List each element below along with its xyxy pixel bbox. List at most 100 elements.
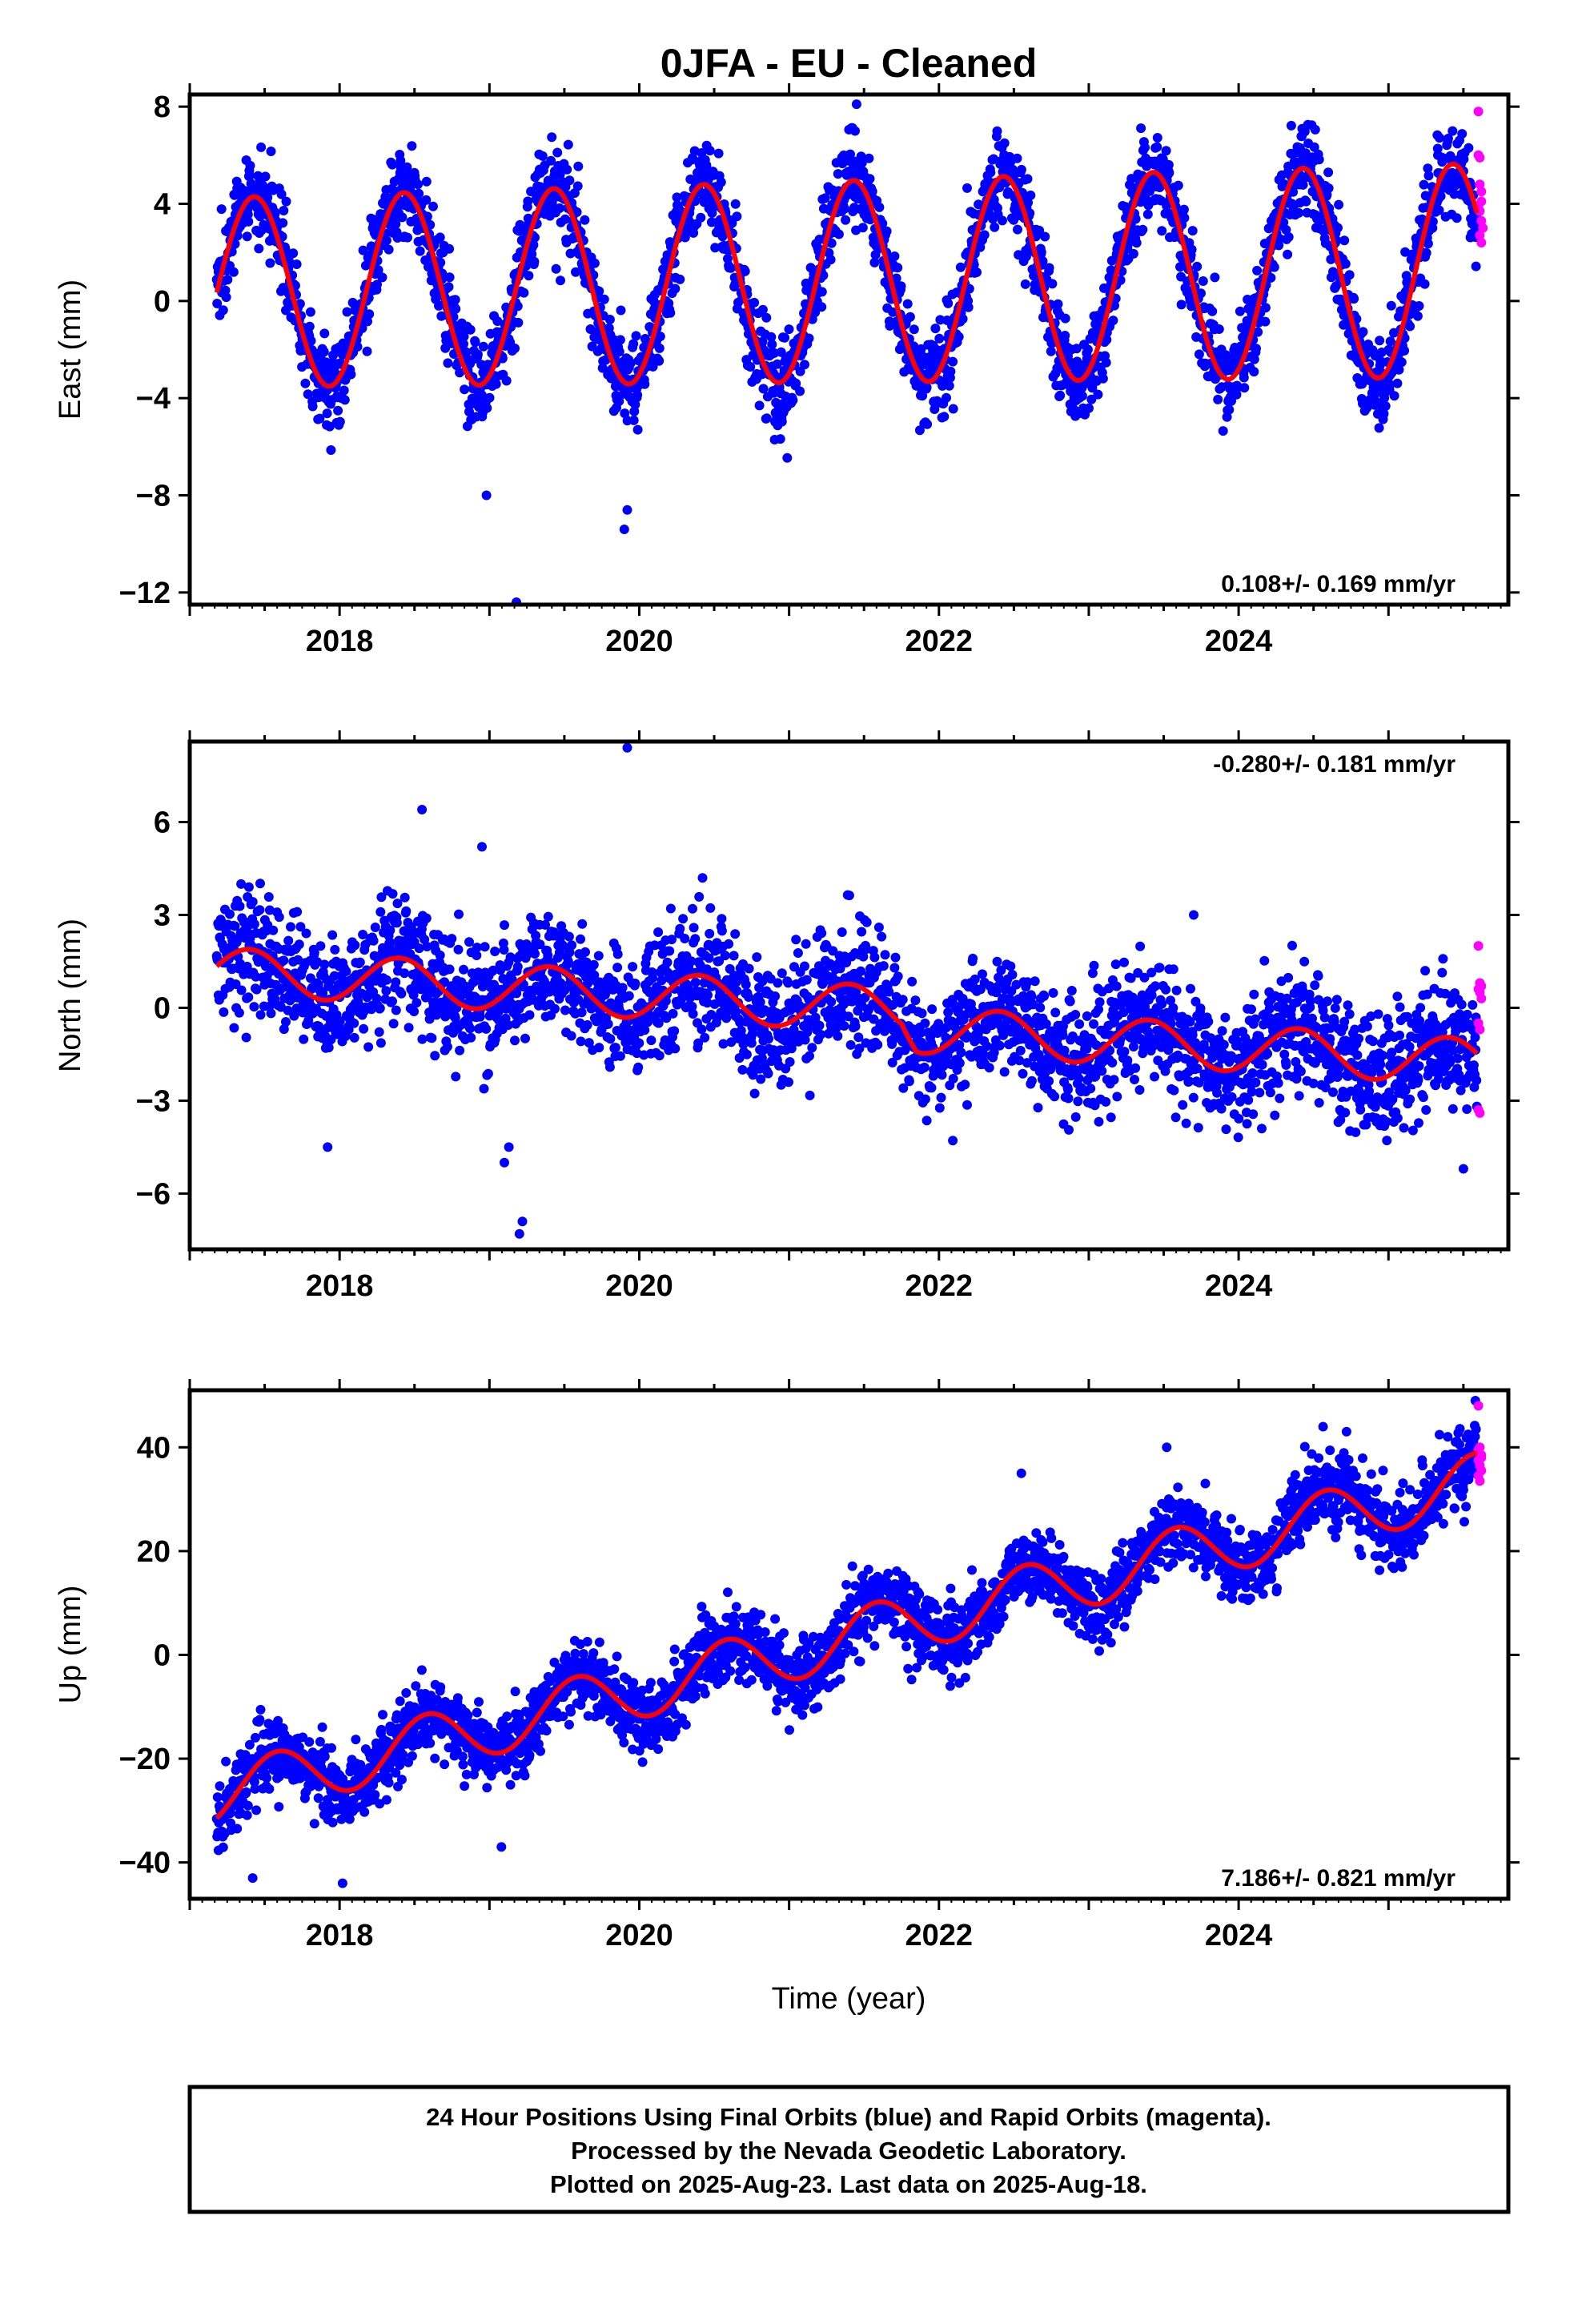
- east-point: [1394, 364, 1404, 375]
- north-point: [680, 934, 690, 943]
- north-point: [292, 907, 303, 917]
- east-point: [615, 335, 625, 345]
- north-point: [960, 1080, 970, 1090]
- east-point: [1435, 191, 1446, 201]
- east-point: [767, 340, 777, 350]
- north-point: [934, 1103, 945, 1113]
- east-point: [1288, 187, 1299, 197]
- north-point: [396, 988, 407, 999]
- north-point: [567, 940, 577, 951]
- north-point: [251, 971, 261, 982]
- east-point: [571, 267, 580, 277]
- east-point: [1207, 306, 1218, 316]
- north-point: [962, 1100, 972, 1110]
- north-point: [1073, 1096, 1083, 1107]
- east-point: [665, 308, 676, 318]
- east-point: [265, 258, 275, 268]
- north-point: [283, 1005, 293, 1015]
- east-point: [992, 126, 1002, 136]
- north-point: [690, 977, 701, 987]
- north-point: [236, 879, 247, 889]
- north-point: [889, 963, 900, 973]
- east-point: [749, 297, 760, 308]
- east-point: [266, 147, 276, 156]
- north-y-tick-label-4: −6: [136, 1177, 171, 1211]
- east-point: [902, 299, 913, 309]
- east-point: [407, 141, 417, 151]
- east-x-tick-label-2020: 2020: [605, 625, 673, 658]
- east-point: [864, 153, 874, 163]
- east-point: [460, 384, 470, 395]
- north-point: [773, 978, 783, 988]
- east-point: [788, 395, 798, 405]
- north-point: [359, 1023, 369, 1034]
- north-point: [1086, 1084, 1096, 1094]
- north-point: [615, 1051, 625, 1061]
- east-point: [482, 403, 492, 413]
- north-point: [550, 1003, 560, 1014]
- north-point: [634, 1038, 644, 1048]
- east-point: [291, 259, 302, 269]
- east-point: [339, 395, 350, 405]
- north-point: [845, 1039, 856, 1050]
- north-point: [603, 1019, 613, 1029]
- north-point: [936, 1092, 946, 1103]
- north-point: [323, 1043, 334, 1053]
- east-point: [631, 331, 641, 341]
- east-point: [364, 309, 375, 320]
- east-point: [492, 316, 503, 326]
- north-point: [805, 1090, 815, 1100]
- east-point: [986, 167, 996, 178]
- east-point: [1106, 265, 1116, 275]
- east-point: [1385, 336, 1395, 347]
- east-point: [628, 415, 639, 425]
- north-point: [1050, 1007, 1061, 1018]
- north-point: [447, 934, 457, 944]
- east-point: [244, 171, 255, 181]
- north-point: [391, 1005, 401, 1015]
- north-point: [576, 934, 585, 944]
- east-point: [1275, 234, 1285, 243]
- east-point: [1260, 316, 1271, 327]
- east-point: [413, 179, 423, 190]
- north-point: [281, 1017, 291, 1027]
- east-point: [1260, 303, 1271, 313]
- east-point: [428, 201, 438, 211]
- north-point: [833, 1031, 843, 1041]
- east-point: [221, 292, 231, 303]
- north-point: [335, 1015, 345, 1026]
- east-point: [363, 316, 372, 327]
- north-point: [633, 1062, 644, 1072]
- north-point: [1089, 1019, 1098, 1029]
- east-point: [554, 203, 564, 213]
- north-point: [1039, 991, 1050, 1001]
- north-point: [1064, 1124, 1074, 1135]
- east-point: [1419, 179, 1429, 190]
- north-point: [594, 1043, 604, 1053]
- east-point: [1102, 335, 1112, 345]
- east-point: [599, 294, 609, 304]
- north-point: [926, 1083, 937, 1093]
- east-point: [1187, 226, 1198, 236]
- east-point: [373, 265, 383, 275]
- north-point: [577, 919, 588, 929]
- north-point: [315, 941, 326, 951]
- east-point: [1012, 153, 1022, 163]
- north-point: [763, 1068, 773, 1079]
- east-point: [444, 243, 455, 254]
- east-point: [758, 384, 769, 394]
- north-y-tick-label-2: 0: [154, 991, 171, 1025]
- north-point: [499, 945, 509, 955]
- north-point: [401, 906, 412, 916]
- north-point: [1074, 1019, 1085, 1029]
- east-point: [1340, 259, 1351, 269]
- east-point: [1060, 313, 1070, 324]
- north-point: [700, 1032, 710, 1043]
- north-point: [479, 1084, 489, 1094]
- east-point: [777, 416, 787, 427]
- east-point: [841, 215, 851, 225]
- east-point: [675, 274, 685, 284]
- north-point: [604, 1062, 615, 1072]
- east-point: [444, 282, 454, 292]
- north-point: [689, 923, 699, 933]
